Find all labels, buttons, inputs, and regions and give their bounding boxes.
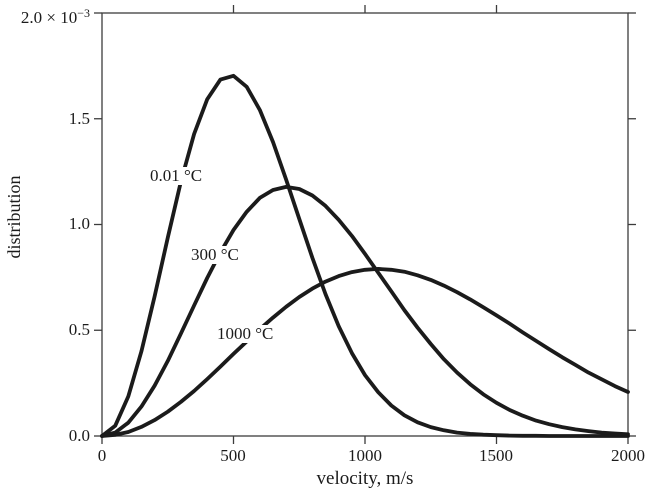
y-tick-label-1.5: 1.5 bbox=[68, 109, 90, 128]
x-tick-label-500: 500 bbox=[220, 446, 246, 465]
y-axis-title: distribution bbox=[4, 175, 24, 259]
x-tick-label-0: 0 bbox=[97, 446, 107, 465]
y-top-label-base: 2.0 × 10 bbox=[20, 8, 78, 27]
x-tick-label-1000: 1000 bbox=[348, 446, 382, 465]
y-tick-label-1.0: 1.0 bbox=[68, 214, 90, 233]
y-tick-label-0.5: 0.5 bbox=[68, 320, 90, 339]
y-tick-label-2.0e-3: 2.0 × 10−3 bbox=[6, 4, 90, 27]
curve-0p01c bbox=[100, 73, 630, 438]
curve-300c bbox=[100, 184, 630, 438]
curve-1000c bbox=[100, 266, 630, 438]
tick-marks bbox=[94, 5, 636, 444]
curves bbox=[100, 73, 630, 438]
x-tick-label-2000: 2000 bbox=[611, 446, 645, 465]
curve-label-0.01c: 0.01 °C bbox=[148, 166, 205, 185]
y-top-label-exponent: −3 bbox=[77, 6, 90, 20]
y-tick-label-0.0: 0.0 bbox=[68, 426, 90, 445]
curve-label-1000c: 1000 °C bbox=[215, 324, 276, 343]
x-axis-title: velocity, m/s bbox=[316, 468, 414, 489]
x-tick-label-1500: 1500 bbox=[479, 446, 513, 465]
curve-label-300c: 300 °C bbox=[189, 245, 241, 264]
